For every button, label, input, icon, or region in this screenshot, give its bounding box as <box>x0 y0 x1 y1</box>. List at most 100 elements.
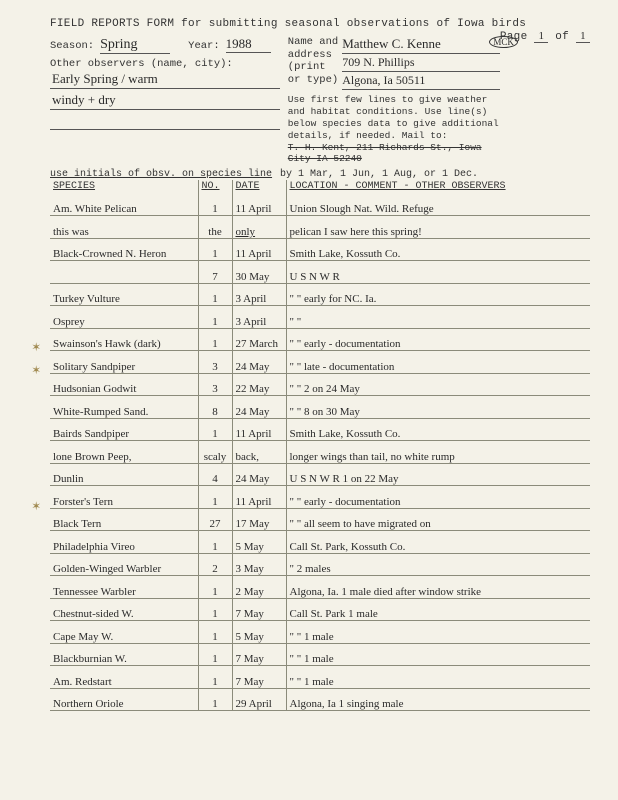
location-cell: Union Slough Nat. Wild. Refuge <box>286 193 590 216</box>
table-row: Black-Crowned N. Heron111 AprilSmith Lak… <box>50 238 590 261</box>
location-cell: " " 1 male <box>286 666 590 689</box>
form-title: FIELD REPORTS FORM for submitting season… <box>50 18 590 30</box>
date-cell: 3 April <box>232 306 286 329</box>
submitter-address-2: Algona, Ia 50511 <box>342 72 500 90</box>
date-cell: 24 May <box>232 351 286 374</box>
species-cell: Swainson's Hawk (dark) <box>50 328 198 351</box>
species-cell: Osprey <box>50 306 198 329</box>
table-row: Black Tern2717 May" " all seem to have m… <box>50 508 590 531</box>
submitter-name: Matthew C. Kenne MCK <box>342 36 500 54</box>
date-cell: 30 May <box>232 261 286 284</box>
table-row: Bairds Sandpiper111 AprilSmith Lake, Kos… <box>50 418 590 441</box>
initials-note: use initials of obsv. on species line <box>50 169 280 180</box>
star-icon: ✶ <box>32 498 40 515</box>
location-cell: longer wings than tail, no white rump <box>286 441 590 464</box>
date-cell: 11 April <box>232 486 286 509</box>
year-label: Year: <box>188 40 220 52</box>
location-cell: U S N W R <box>286 261 590 284</box>
date-cell: 22 May <box>232 373 286 396</box>
table-row: 730 MayU S N W R <box>50 261 590 284</box>
table-row: Am. White Pelican111 AprilUnion Slough N… <box>50 193 590 216</box>
date-cell: 5 May <box>232 531 286 554</box>
location-cell: Call St. Park, Kossuth Co. <box>286 531 590 554</box>
count-cell: 1 <box>198 283 232 306</box>
initials-circled: MCK <box>489 36 518 48</box>
deadline-note: by 1 Mar, 1 Jun, 1 Aug, or 1 Dec. <box>280 169 478 180</box>
table-row: Cape May W.15 May" " 1 male <box>50 621 590 644</box>
species-cell: lone Brown Peep, <box>50 441 198 464</box>
location-cell: " 2 males <box>286 553 590 576</box>
species-cell: White-Rumped Sand. <box>50 396 198 419</box>
table-row: Dunlin424 MayU S N W R 1 on 22 May <box>50 463 590 486</box>
instructions: Use first few lines to give weather and … <box>288 94 500 165</box>
species-cell: Bairds Sandpiper <box>50 418 198 441</box>
table-row: Golden-Winged Warbler23 May" 2 males <box>50 553 590 576</box>
name-address-label: Name and address (print or type) <box>288 36 338 90</box>
table-row: lone Brown Peep,scalyback,longer wings t… <box>50 441 590 464</box>
observations-table: SPECIES NO. DATE LOCATION - COMMENT - OT… <box>50 180 590 711</box>
blank-line <box>50 112 280 130</box>
date-cell: 11 April <box>232 193 286 216</box>
table-row: Swainson's Hawk (dark)127 March" " early… <box>50 328 590 351</box>
date-cell: 7 May <box>232 643 286 666</box>
species-cell: Hudsonian Godwit <box>50 373 198 396</box>
count-cell: 1 <box>198 306 232 329</box>
table-row: Chestnut-sided W.17 MayCall St. Park 1 m… <box>50 598 590 621</box>
date-cell: 24 May <box>232 396 286 419</box>
count-cell: 1 <box>198 418 232 441</box>
location-cell: " " 2 on 24 May <box>286 373 590 396</box>
count-cell: 4 <box>198 463 232 486</box>
count-cell: 1 <box>198 193 232 216</box>
count-cell: 1 <box>198 328 232 351</box>
date-cell: 7 May <box>232 666 286 689</box>
count-cell: 1 <box>198 666 232 689</box>
date-cell: only <box>232 216 286 239</box>
location-cell: " " 8 on 30 May <box>286 396 590 419</box>
th-location: LOCATION - COMMENT - OTHER OBSERVERS <box>286 180 590 193</box>
count-cell: 1 <box>198 643 232 666</box>
species-cell: this was <box>50 216 198 239</box>
species-cell: Tennessee Warbler <box>50 576 198 599</box>
date-cell: 7 May <box>232 598 286 621</box>
count-cell: 1 <box>198 531 232 554</box>
species-cell: Solitary Sandpiper <box>50 351 198 374</box>
count-cell: the <box>198 216 232 239</box>
location-cell: Smith Lake, Kossuth Co. <box>286 238 590 261</box>
location-cell: " " all seem to have migrated on <box>286 508 590 531</box>
location-cell: " " 1 male <box>286 621 590 644</box>
count-cell: 1 <box>198 688 232 711</box>
th-date: DATE <box>232 180 286 193</box>
season-value: Spring <box>100 37 170 54</box>
count-cell: 7 <box>198 261 232 284</box>
species-cell: Turkey Vulture <box>50 283 198 306</box>
table-row: Tennessee Warbler12 MayAlgona, Ia. 1 mal… <box>50 576 590 599</box>
species-cell: Cape May W. <box>50 621 198 644</box>
table-row: White-Rumped Sand.824 May" " 8 on 30 May <box>50 396 590 419</box>
weather-line-1: Early Spring / warm <box>50 70 280 89</box>
count-cell: scaly <box>198 441 232 464</box>
species-cell: Golden-Winged Warbler <box>50 553 198 576</box>
table-row: Turkey Vulture13 April" " early for NC. … <box>50 283 590 306</box>
date-cell: 11 April <box>232 238 286 261</box>
count-cell: 2 <box>198 553 232 576</box>
species-cell: Black-Crowned N. Heron <box>50 238 198 261</box>
species-cell: Philadelphia Vireo <box>50 531 198 554</box>
location-cell: pelican I saw here this spring! <box>286 216 590 239</box>
count-cell: 1 <box>198 238 232 261</box>
th-species: SPECIES <box>50 180 198 193</box>
date-cell: 3 April <box>232 283 286 306</box>
table-row: Blackburnian W.17 May" " 1 male <box>50 643 590 666</box>
other-observers-label: Other observers (name, city): <box>50 58 280 70</box>
location-cell: " " early - documentation <box>286 486 590 509</box>
submitter-address-1: 709 N. Phillips <box>342 54 500 72</box>
species-cell: Am. Redstart <box>50 666 198 689</box>
location-cell: Smith Lake, Kossuth Co. <box>286 418 590 441</box>
table-row: Forster's Tern111 April" " early - docum… <box>50 486 590 509</box>
date-cell: 17 May <box>232 508 286 531</box>
count-cell: 1 <box>198 621 232 644</box>
weather-line-2: windy + dry <box>50 91 280 110</box>
species-cell: Black Tern <box>50 508 198 531</box>
star-icon: ✶ <box>32 339 40 356</box>
species-cell: Chestnut-sided W. <box>50 598 198 621</box>
location-cell: Algona, Ia. 1 male died after window str… <box>286 576 590 599</box>
